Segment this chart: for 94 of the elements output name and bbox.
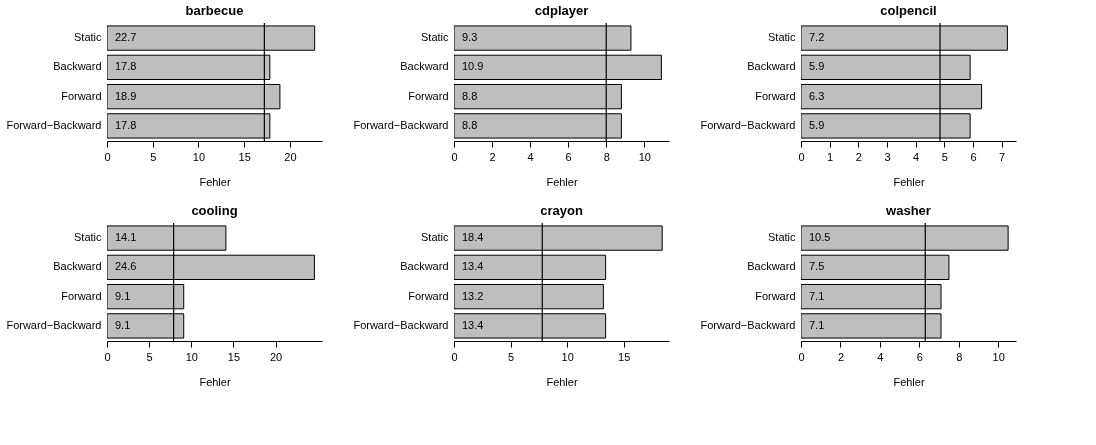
x-tick-label: 10 (992, 350, 1005, 363)
x-tick-label: 10 (638, 150, 651, 163)
data-label: 9.1 (115, 289, 131, 302)
y-tick-label: Forward (408, 289, 449, 302)
x-axis-title: Fehler (546, 175, 578, 188)
data-label: 8.8 (462, 118, 478, 131)
y-tick-label: Backward (53, 260, 102, 273)
x-tick-label: 15 (238, 150, 251, 163)
y-tick-label: Backward (747, 260, 796, 273)
y-tick-label: Forward (755, 289, 796, 302)
y-tick-label: Static (767, 31, 796, 44)
data-label: 10.5 (809, 231, 831, 244)
x-tick-label: 4 (877, 350, 884, 363)
y-tick-label: Backward (747, 60, 796, 73)
x-tick-label: 6 (970, 150, 977, 163)
x-tick-label: 5 (150, 150, 157, 163)
y-tick-label: Forward−Backward (353, 318, 449, 331)
x-tick-label: 5 (508, 350, 515, 363)
data-label: 13.4 (462, 318, 484, 331)
y-tick-label: Forward (755, 89, 796, 102)
y-tick-label: Static (420, 231, 449, 244)
x-tick-label: 10 (185, 350, 198, 363)
data-label: 13.2 (462, 289, 484, 302)
x-axis-title: Fehler (893, 175, 925, 188)
data-label: 9.1 (115, 318, 131, 331)
x-axis-title: Fehler (893, 375, 925, 388)
x-tick-label: 0 (798, 150, 805, 163)
y-tick-label: Static (73, 231, 102, 244)
y-tick-label: Forward−Backward (700, 318, 796, 331)
y-tick-label: Static (420, 31, 449, 44)
data-label: 18.4 (462, 231, 484, 244)
y-tick-label: Backward (53, 60, 102, 73)
data-label: 7.1 (809, 318, 825, 331)
chart-title: barbecue (185, 3, 244, 19)
y-tick-label: Forward (61, 89, 102, 102)
x-tick-label: 3 (884, 150, 891, 163)
data-label: 5.9 (809, 118, 825, 131)
x-tick-label: 10 (561, 350, 574, 363)
y-tick-label: Forward−Backward (6, 318, 102, 331)
x-tick-label: 8 (956, 350, 963, 363)
data-label: 14.1 (115, 231, 137, 244)
x-tick-label: 0 (104, 350, 111, 363)
data-label: 9.3 (462, 31, 478, 44)
x-tick-label: 2 (489, 150, 496, 163)
chart-title: crayon (540, 203, 583, 219)
data-label: 10.9 (462, 60, 484, 73)
x-tick-label: 4 (913, 150, 920, 163)
data-label: 22.7 (115, 31, 137, 44)
chart-title: colpencil (880, 3, 937, 19)
x-tick-label: 2 (837, 350, 845, 363)
y-tick-label: Forward−Backward (6, 118, 102, 131)
y-tick-label: Forward−Backward (353, 118, 449, 131)
x-axis-title: Fehler (199, 175, 231, 188)
x-tick-label: 4 (527, 150, 534, 163)
data-label: 7.2 (809, 31, 825, 44)
chart-title: cdplayer (534, 3, 589, 19)
y-tick-label: Forward−Backward (700, 118, 796, 131)
x-tick-label: 7 (999, 150, 1006, 163)
data-label: 7.1 (809, 289, 825, 302)
data-label: 7.5 (809, 260, 825, 273)
x-tick-label: 0 (451, 350, 458, 363)
x-tick-label: 5 (146, 350, 153, 363)
x-tick-label: 15 (227, 350, 241, 363)
y-tick-label: Forward (61, 289, 102, 302)
x-tick-label: 0 (451, 150, 458, 163)
x-tick-label: 0 (104, 150, 111, 163)
y-tick-label: Static (767, 231, 796, 244)
x-axis-title: Fehler (546, 375, 578, 388)
x-tick-label: 10 (192, 150, 206, 163)
data-label: 17.8 (115, 60, 137, 73)
chart-title: washer (885, 203, 931, 219)
y-tick-label: Forward (408, 89, 449, 102)
y-tick-label: Static (73, 31, 102, 44)
x-tick-label: 2 (855, 150, 862, 163)
data-label: 8.8 (462, 89, 478, 102)
x-axis-title: Fehler (199, 375, 231, 388)
x-tick-label: 20 (270, 350, 283, 363)
x-tick-label: 0 (798, 350, 805, 363)
chart-title: cooling (191, 203, 238, 219)
x-tick-label: 1 (827, 150, 834, 163)
data-label: 17.8 (115, 118, 137, 131)
x-tick-label: 8 (603, 150, 610, 163)
x-tick-label: 6 (916, 350, 923, 363)
data-label: 13.4 (462, 260, 484, 273)
data-label: 6.3 (809, 89, 825, 102)
x-tick-label: 6 (565, 150, 572, 163)
data-label: 5.9 (809, 60, 825, 73)
y-tick-label: Backward (400, 260, 449, 273)
x-tick-label: 15 (618, 350, 631, 363)
y-tick-label: Backward (400, 60, 449, 73)
data-label: 18.9 (115, 89, 137, 102)
data-label: 24.6 (115, 260, 137, 273)
x-tick-label: 5 (941, 150, 948, 163)
x-tick-label: 20 (284, 150, 297, 163)
